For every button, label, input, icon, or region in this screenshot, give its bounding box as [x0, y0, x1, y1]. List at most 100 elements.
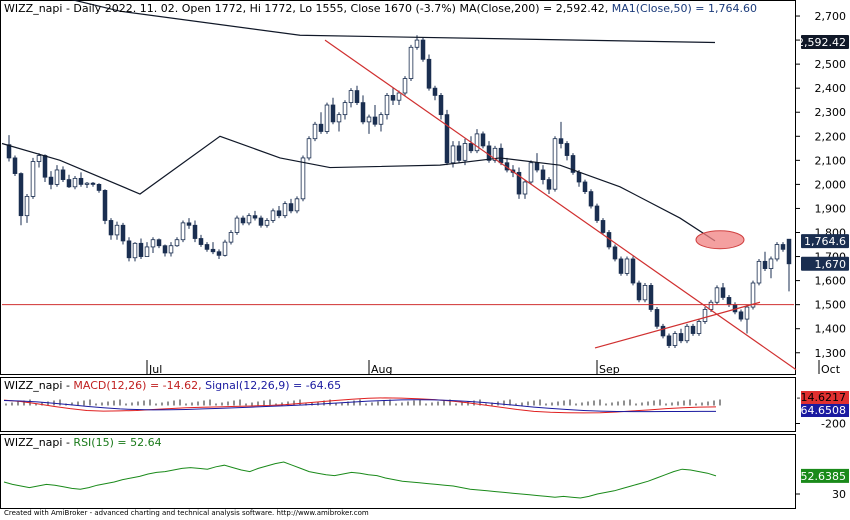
- candle-body: [174, 239, 180, 247]
- candle-body: [30, 161, 36, 197]
- signal-value-box: [801, 404, 849, 417]
- candle-body: [762, 260, 768, 269]
- macd-title: WIZZ_napi - MACD(12,26) = -14.62, Signal…: [4, 379, 341, 392]
- candle-body: [768, 258, 774, 269]
- rsi-value: 52.6385: [801, 470, 847, 483]
- candle-body: [294, 198, 300, 212]
- candle-body: [186, 222, 192, 226]
- candle-body: [72, 177, 78, 188]
- candle-body: [678, 333, 684, 342]
- candles: [6, 35, 792, 348]
- candle-body: [378, 114, 384, 125]
- y-tick-label: 1,500: [815, 299, 847, 312]
- y-tick-label: 2,300: [815, 106, 847, 119]
- macd-title-signal: Signal(12,26,9) = -64.65: [205, 379, 341, 392]
- price-panel: [0, 0, 796, 375]
- candle-body: [138, 242, 144, 257]
- rsi-value-box: [801, 468, 849, 483]
- y-tick-label: 2,500: [815, 58, 847, 71]
- candle-body: [282, 203, 288, 217]
- x-tick-label: Oct: [821, 363, 841, 376]
- macd-value-box: [801, 391, 849, 404]
- overlays: [1, 0, 797, 371]
- candle-body: [342, 102, 348, 116]
- candle-body: [222, 241, 228, 256]
- candle-body: [372, 116, 378, 125]
- close-value-box: [801, 256, 849, 271]
- candle-body: [306, 138, 312, 159]
- candle-body: [330, 104, 336, 123]
- candle-body: [726, 297, 732, 306]
- price-title: WIZZ_napi - Daily 2022. 11. 02. Open 177…: [4, 2, 757, 15]
- close-value: 1,670: [815, 258, 847, 271]
- candle-body: [348, 90, 354, 104]
- candle-body: [594, 205, 600, 221]
- candle-body: [90, 182, 96, 185]
- macd-series: -200 -14.6217-64.6508: [3, 391, 849, 431]
- candle-body: [636, 282, 642, 301]
- candle-body: [774, 244, 780, 260]
- candle-body: [12, 157, 18, 174]
- rsi-title-prefix: WIZZ_napi -: [4, 436, 70, 449]
- rsi-y-tick-label: 30: [832, 488, 846, 501]
- candle-body: [96, 183, 102, 191]
- y-tick-label: 1,300: [815, 347, 847, 360]
- candle-body: [756, 260, 762, 284]
- candle-body: [456, 145, 462, 161]
- candle-body: [270, 210, 276, 221]
- candle-body: [324, 104, 330, 132]
- candle-body: [630, 258, 636, 284]
- candle-body: [516, 171, 522, 195]
- signal-value: -64.6508: [797, 404, 846, 417]
- candle-body: [198, 238, 204, 245]
- candle-body: [228, 232, 234, 243]
- candle-body: [564, 143, 570, 156]
- candle-body: [210, 248, 216, 253]
- candle-body: [390, 94, 396, 101]
- candle-body: [474, 133, 480, 152]
- candle-body: [708, 301, 714, 310]
- y-tick-label: 2,000: [815, 178, 847, 191]
- price-title-ma50: MA1(Close,50) = 1,764.60: [612, 2, 757, 15]
- candle-body: [126, 240, 132, 259]
- y-tick-label: 2,200: [815, 130, 847, 143]
- candle-body: [204, 244, 210, 250]
- candle-body: [132, 242, 138, 259]
- candle-body: [156, 239, 162, 247]
- highlight-ellipse: [695, 230, 745, 250]
- macd-y-tick-label: -200: [821, 418, 846, 431]
- candle-body: [612, 246, 618, 260]
- rsi-series: 30 52.6385: [3, 461, 849, 501]
- candle-body: [54, 169, 60, 185]
- candle-body: [396, 92, 402, 101]
- candle-body: [360, 102, 366, 123]
- candle-body: [654, 309, 660, 327]
- candle-body: [720, 287, 726, 298]
- ma200-value: 2,592.42: [797, 36, 846, 49]
- macd-title-macd: MACD(12,26) = -14.62,: [73, 379, 201, 392]
- candle-body: [144, 246, 150, 257]
- candle-body: [168, 245, 174, 254]
- candle-body: [192, 224, 198, 239]
- candle-body: [420, 39, 426, 60]
- candle-body: [540, 169, 546, 180]
- candle-body: [114, 224, 120, 236]
- candle-body: [696, 321, 702, 334]
- candle-body: [690, 325, 696, 334]
- candle-body: [246, 215, 252, 224]
- candle-body: [48, 176, 54, 185]
- candle-body: [444, 114, 450, 164]
- signal-line: [3, 399, 717, 413]
- candle-body: [288, 203, 294, 212]
- candle-body: [750, 282, 756, 308]
- price-axis: 1,3001,4001,5001,6001,7001,8001,9002,000…: [796, 10, 846, 360]
- candle-body: [588, 191, 594, 207]
- candle-body: [120, 224, 126, 242]
- y-tick-label: 2,400: [815, 82, 847, 95]
- macd-title-prefix: WIZZ_napi -: [4, 379, 70, 392]
- candle-body: [180, 222, 186, 241]
- macd-value: -14.6217: [797, 391, 846, 404]
- candle-body: [258, 217, 264, 226]
- macd-line: [3, 397, 717, 414]
- candle-body: [216, 251, 222, 256]
